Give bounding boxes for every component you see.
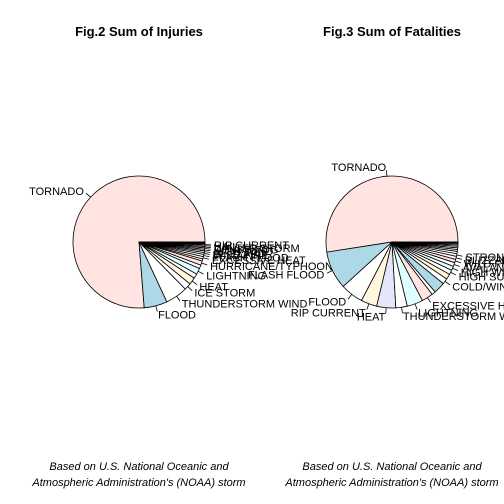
pie-label-tick: [177, 296, 180, 301]
pie-label-tick: [86, 193, 90, 197]
pie-label-tick: [456, 258, 462, 259]
caption-line-1-right: Based on U.S. National Oceanic and: [302, 461, 482, 473]
pie-label-tick: [205, 250, 211, 251]
pie-label-tick: [188, 287, 192, 291]
pie-label-tick: [204, 252, 210, 253]
caption-line-1: Based on U.S. National Oceanic and: [49, 461, 229, 473]
pie-label-tick: [386, 308, 387, 314]
pie-label-tick: [198, 271, 203, 274]
pie-slice-label: EXCESSIVE HEAT: [432, 300, 504, 312]
pie-label-tick: [454, 265, 460, 267]
caption-line-2-right: Atmospheric Administration's (NOAA) stor…: [284, 477, 498, 489]
pie-label-tick: [203, 258, 209, 259]
pie-slice-label: STRONG WIND: [466, 252, 504, 264]
pie-label-tick: [205, 249, 211, 250]
pie-label-tick: [445, 281, 450, 285]
pie-slice-label: HEAT: [199, 281, 228, 293]
pie-slice-label: COLD/WIND CHILL: [452, 282, 504, 294]
pie-slice-label: TORNADO: [331, 162, 386, 174]
pie-slice-label: FLOOD: [158, 310, 196, 322]
pie-label-tick: [204, 255, 210, 256]
pie-slice-label: RIP CURRENT: [214, 240, 289, 252]
pie-label-tick: [348, 294, 352, 299]
pie-slice-label: THUNDERSTORM WIND: [182, 299, 308, 311]
caption-line-2: Atmospheric Administration's (NOAA) stor…: [31, 477, 245, 489]
pie-label-tick: [415, 304, 417, 310]
pie-slice-label: FLASH FLOOD: [248, 269, 324, 281]
pie-label-tick: [457, 255, 463, 256]
pie-slice-label: TORNADO: [29, 186, 84, 198]
pie-slice-label: RIP CURRENT: [291, 307, 366, 319]
pie-label-tick: [202, 263, 208, 265]
pie-label-tick: [427, 298, 430, 303]
pie-label-tick: [451, 272, 456, 275]
chart-title-injuries: Fig.2 Sum of Injuries: [75, 24, 203, 39]
pie-label-tick: [367, 304, 369, 310]
pie-label-tick: [204, 253, 210, 254]
chart-title-fatalities: Fig.3 Sum of Fatalities: [323, 24, 461, 39]
pie-slice-label: HEAT: [357, 312, 386, 324]
pie-slice: [326, 176, 458, 252]
pie-label-tick: [453, 268, 459, 270]
pie-label-tick: [192, 281, 197, 285]
pie-label-tick: [455, 261, 461, 263]
